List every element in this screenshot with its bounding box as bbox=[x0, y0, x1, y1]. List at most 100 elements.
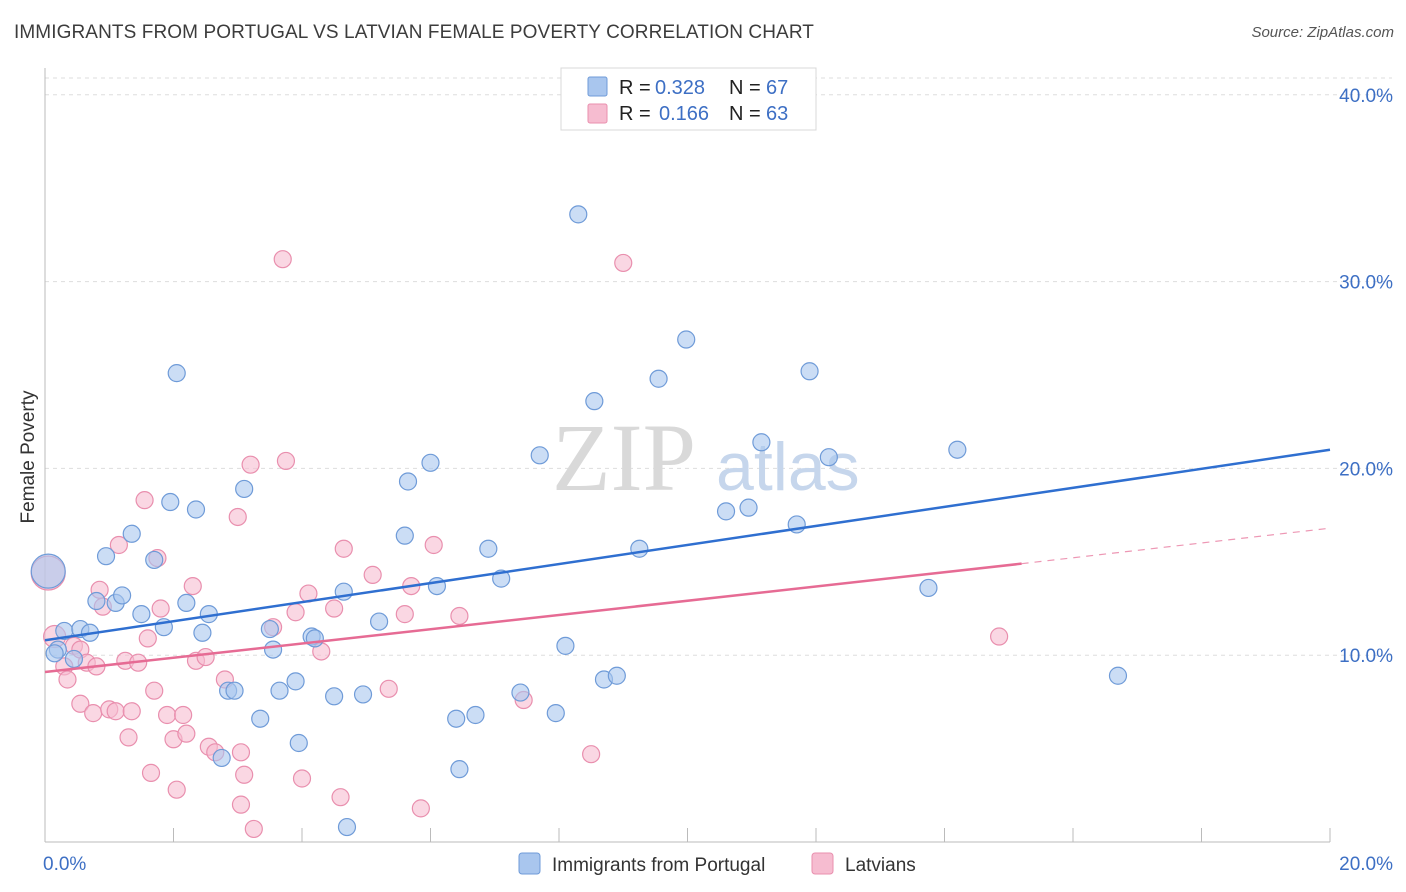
portugal-point-14 bbox=[161, 492, 180, 512]
portugal-point-37 bbox=[395, 526, 414, 545]
legend-n-label-2: N = bbox=[729, 103, 761, 125]
portugal-trend-line bbox=[44, 448, 1331, 642]
portugal-point-42 bbox=[450, 760, 469, 779]
axis-layer bbox=[44, 68, 1331, 843]
latvians-point-46 bbox=[292, 769, 312, 788]
portugal-point-35 bbox=[353, 685, 373, 704]
latvians-point-43 bbox=[273, 250, 292, 269]
trend-lines bbox=[44, 448, 1331, 674]
latvians-point-21 bbox=[141, 763, 161, 782]
latvians-trend-extension bbox=[1021, 527, 1331, 565]
latvians-point-20 bbox=[138, 629, 157, 648]
tick-labels: 10.0% 20.0% 30.0% 40.0% 0.0% 20.0% bbox=[43, 86, 1393, 875]
portugal-point-25 bbox=[260, 619, 279, 639]
watermark: ZIP atlas bbox=[552, 404, 860, 511]
portugal-point-39 bbox=[421, 453, 440, 472]
watermark-atlas: atlas bbox=[716, 429, 860, 505]
legend-r-label-2: R = bbox=[619, 103, 651, 125]
latvians-point-60 bbox=[614, 253, 633, 273]
source-label: Source: ZipAtlas.com bbox=[1251, 24, 1394, 41]
portugal-point-17 bbox=[186, 500, 206, 519]
latvians-point-49 bbox=[331, 788, 350, 807]
portugal-point-29 bbox=[289, 733, 308, 753]
portugal-point-49 bbox=[556, 636, 575, 655]
latvians-point-52 bbox=[379, 679, 398, 698]
latvians-point-44 bbox=[276, 451, 296, 471]
latvians-point-29 bbox=[177, 724, 196, 743]
latvians-trend-line bbox=[44, 562, 1022, 674]
portugal-point-32 bbox=[325, 687, 344, 706]
portugal-point-23 bbox=[235, 479, 254, 499]
portugal-point-28 bbox=[286, 672, 305, 691]
latvians-point-6 bbox=[71, 694, 90, 713]
latvians-point-61 bbox=[990, 627, 1009, 646]
portugal-point-62 bbox=[819, 448, 838, 467]
portugal-point-16 bbox=[177, 593, 196, 612]
portugal-point-57 bbox=[716, 502, 736, 521]
legend-n-label-1: N = bbox=[729, 77, 761, 99]
portugal-point-27 bbox=[270, 681, 289, 700]
latvians-points bbox=[30, 250, 1009, 839]
series-legend: Immigrants from Portugal Latvians bbox=[518, 852, 916, 876]
y-tick-label-3: 40.0% bbox=[1339, 86, 1393, 107]
grid-layer bbox=[45, 77, 1392, 656]
y-tick-label-1: 20.0% bbox=[1339, 459, 1393, 480]
portugal-point-18 bbox=[193, 623, 212, 642]
series-swatch-latvians bbox=[811, 852, 834, 875]
portugal-point-63 bbox=[919, 578, 938, 598]
portugal-point-53 bbox=[607, 666, 626, 685]
legend-swatch-pink bbox=[587, 103, 608, 124]
portugal-point-55 bbox=[649, 369, 668, 388]
y-tick-label-0: 10.0% bbox=[1339, 646, 1393, 667]
portugal-point-7 bbox=[96, 547, 116, 566]
portugal-point-15 bbox=[167, 364, 186, 383]
latvians-point-56 bbox=[424, 535, 443, 555]
x-tick-label-1: 20.0% bbox=[1339, 854, 1393, 875]
y-tick-label-2: 30.0% bbox=[1339, 273, 1393, 294]
latvians-point-14 bbox=[109, 535, 128, 555]
latvians-point-32 bbox=[196, 647, 215, 667]
latvians-point-8 bbox=[84, 704, 103, 723]
latvians-point-55 bbox=[411, 799, 430, 818]
portugal-point-54 bbox=[630, 539, 649, 558]
latvians-point-19 bbox=[135, 491, 154, 510]
latvians-point-36 bbox=[228, 507, 247, 527]
portugal-point-10 bbox=[122, 524, 141, 543]
latvians-point-13 bbox=[106, 702, 125, 721]
portugal-point-66 bbox=[45, 644, 64, 663]
portugal-point-43 bbox=[466, 705, 485, 725]
latvians-point-62 bbox=[325, 599, 344, 618]
portugal-point-65 bbox=[1108, 666, 1128, 685]
portugal-point-48 bbox=[546, 704, 565, 723]
latvians-point-51 bbox=[363, 565, 382, 584]
portugal-point-34 bbox=[337, 817, 357, 837]
latvians-point-37 bbox=[231, 743, 251, 762]
portugal-point-50 bbox=[569, 205, 588, 224]
portugal-point-44 bbox=[479, 539, 498, 558]
latvians-point-28 bbox=[174, 705, 193, 725]
latvians-point-22 bbox=[145, 681, 164, 700]
latvians-point-39 bbox=[235, 765, 254, 784]
latvians-point-45 bbox=[286, 603, 305, 622]
portugal-point-38 bbox=[398, 472, 418, 491]
legend-r-value-2: 0.166 bbox=[659, 103, 709, 125]
portugal-point-51 bbox=[585, 392, 604, 411]
portugal-point-24 bbox=[251, 709, 270, 728]
latvians-point-38 bbox=[231, 795, 251, 814]
x-tick-label-0: 0.0% bbox=[43, 854, 86, 875]
portugal-point-12 bbox=[145, 550, 164, 570]
latvians-point-40 bbox=[241, 455, 260, 474]
correlation-legend: R = 0.328 N = 67 R = 0.166 N = 63 bbox=[560, 67, 817, 131]
portugal-point-58 bbox=[739, 498, 758, 517]
y-axis-title: Female Poverty bbox=[18, 390, 39, 524]
legend-n-value-2: 63 bbox=[766, 103, 788, 125]
latvians-point-30 bbox=[183, 576, 202, 596]
portugal-point-11 bbox=[132, 605, 151, 624]
series-swatch-portugal bbox=[518, 852, 541, 875]
latvians-point-41 bbox=[244, 819, 263, 839]
latvians-point-27 bbox=[167, 780, 186, 799]
portugal-point-26 bbox=[263, 640, 283, 659]
latvians-point-50 bbox=[334, 539, 353, 558]
portugal-point-46 bbox=[511, 683, 530, 702]
